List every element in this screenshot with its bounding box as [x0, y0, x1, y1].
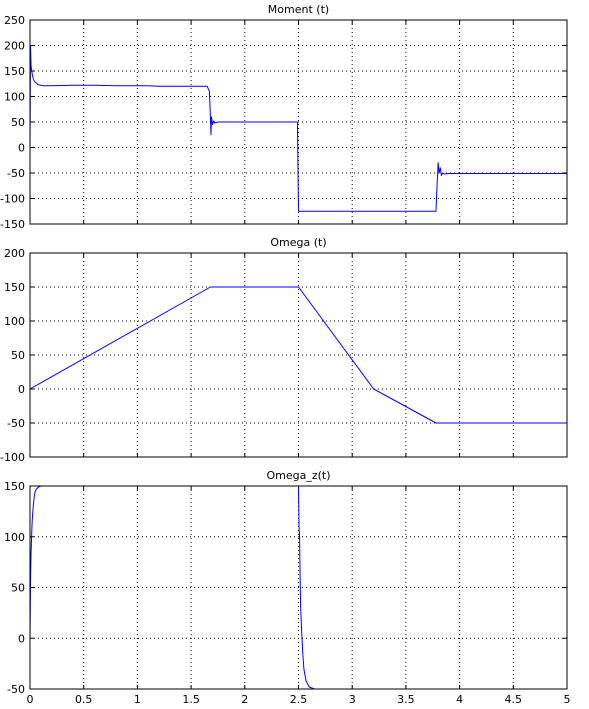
- y-tick-label: -50: [7, 417, 25, 430]
- x-tick-label: 4: [456, 693, 463, 706]
- x-tick-label: 0: [27, 693, 34, 706]
- y-tick-label: 0: [18, 632, 25, 645]
- x-tick-label: 4.5: [505, 693, 523, 706]
- y-tick-label: -100: [0, 451, 25, 464]
- y-tick-label: 100: [4, 91, 25, 104]
- y-tick-label: 150: [4, 480, 25, 493]
- x-tick-label: 3: [349, 693, 356, 706]
- axes-box: [29, 19, 568, 225]
- chart-title: Omega (t): [270, 236, 326, 249]
- y-tick-label: 0: [18, 142, 25, 155]
- y-tick-label: 150: [4, 281, 25, 294]
- series-line-1: [29, 286, 567, 424]
- x-tick-label: 0.5: [75, 693, 93, 706]
- chart-title: Moment (t): [268, 3, 329, 16]
- series-line-1: [29, 45, 567, 212]
- y-tick-label: 50: [11, 116, 25, 129]
- subplot-1: -150 -100 -50 0 50 100 150 200 250 Moment (t): [0, 3, 568, 231]
- chart-title: Omega_z(t): [266, 469, 330, 482]
- x-tick-label: 5: [564, 693, 571, 706]
- x-tick-label: 3.5: [397, 693, 415, 706]
- y-tick-label: -50: [7, 683, 25, 696]
- x-tick-label: 1: [134, 693, 141, 706]
- y-tick-label: -150: [0, 218, 25, 231]
- x-tick-label: 2.5: [290, 693, 308, 706]
- y-tick-label: 250: [4, 14, 25, 27]
- y-tick-label: 50: [11, 349, 25, 362]
- subplot-3: 0 0.5 1 1.5 2 2.5 3 3.5 4 4.5 5-50050100150Omega_z…: [4, 469, 571, 706]
- subplot-2: -100 -50 0 50 100 150 200 Omega (t): [0, 236, 568, 464]
- y-tick-label: 100: [4, 315, 25, 328]
- y-tick-label: 200: [4, 247, 25, 260]
- axes-box: [29, 252, 568, 458]
- y-tick-label: 0: [18, 383, 25, 396]
- x-tick-label: 1.5: [182, 693, 200, 706]
- y-tick-label: -100: [0, 193, 25, 206]
- axes-box: [29, 485, 568, 690]
- y-tick-label: 100: [4, 531, 25, 544]
- y-tick-label: 150: [4, 65, 25, 78]
- x-tick-label: 2: [241, 693, 248, 706]
- y-tick-label: -50: [7, 167, 25, 180]
- y-tick-label: 200: [4, 40, 25, 53]
- y-tick-label: 50: [11, 582, 25, 595]
